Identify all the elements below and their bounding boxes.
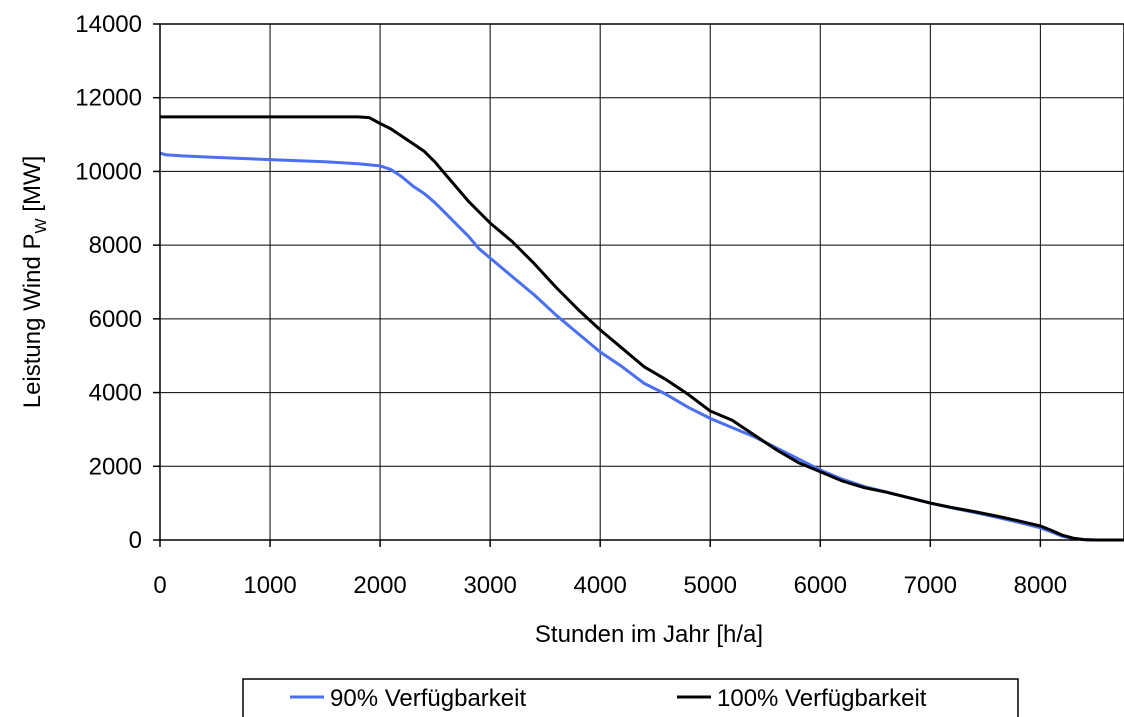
x-tick-label: 5000 bbox=[684, 572, 737, 599]
y-tick-label: 12000 bbox=[75, 85, 142, 112]
x-axis-title: Stunden im Jahr [h/a] bbox=[535, 621, 763, 648]
x-tick-labels: 0 1000 2000 3000 4000 5000 6000 7000 8000 bbox=[153, 540, 1067, 599]
y-tick-label: 6000 bbox=[89, 306, 142, 333]
x-tick-label: 6000 bbox=[794, 572, 847, 599]
x-tick-label: 3000 bbox=[463, 572, 516, 599]
y-tick-label: 8000 bbox=[89, 232, 142, 259]
x-tick-label: 7000 bbox=[904, 572, 957, 599]
legend-box bbox=[242, 678, 1019, 717]
series-lines bbox=[159, 115, 1124, 542]
y-tick-label: 4000 bbox=[89, 380, 142, 407]
x-tick-label: 2000 bbox=[353, 572, 406, 599]
series-line-100 bbox=[160, 115, 1124, 542]
x-tick-label: 1000 bbox=[243, 572, 296, 599]
grid-lines bbox=[159, 23, 1124, 541]
y-tick-label: 10000 bbox=[75, 158, 142, 185]
y-axis-title: Leistung Wind PW [MW] bbox=[19, 156, 50, 409]
x-tick-label: 0 bbox=[153, 572, 166, 599]
x-tick-label: 8000 bbox=[1014, 572, 1067, 599]
legend-label-100: 100% Verfügbarkeit bbox=[717, 685, 927, 712]
legend: 90% Verfügbarkeit 100% Verfügbarkeit bbox=[242, 678, 1019, 717]
y-tick-label: 2000 bbox=[89, 453, 142, 480]
y-tick-labels: 0 2000 4000 6000 8000 10000 12000 14000 bbox=[75, 11, 160, 554]
legend-label-90: 90% Verfügbarkeit bbox=[330, 685, 526, 712]
y-axis-title-subscript: W bbox=[33, 218, 50, 234]
y-tick-label: 0 bbox=[129, 527, 142, 554]
x-tick-label: 4000 bbox=[573, 572, 626, 599]
plot-area bbox=[160, 24, 1124, 540]
y-tick-label: 14000 bbox=[75, 11, 142, 38]
plot-border bbox=[159, 23, 1124, 541]
